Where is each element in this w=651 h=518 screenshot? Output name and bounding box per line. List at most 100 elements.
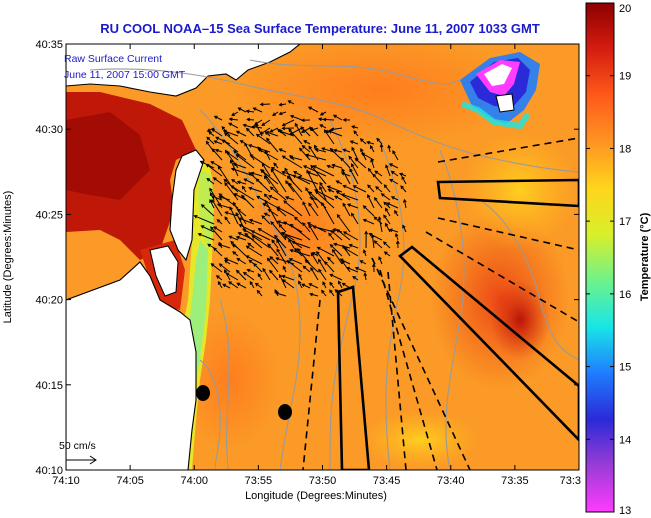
current-vector-head [278, 223, 283, 228]
current-vector-head [231, 178, 236, 183]
current-vector-head [225, 272, 230, 277]
current-vector [310, 267, 319, 281]
current-vector [384, 251, 391, 257]
current-vector-head [341, 193, 345, 197]
current-vector-head [292, 174, 297, 179]
current-vector [367, 194, 375, 209]
current-vector-head [343, 247, 348, 251]
y-tick-label: 40:30 [35, 124, 63, 136]
current-vector-head [383, 184, 388, 188]
current-vector-head [398, 172, 403, 177]
current-vector [225, 272, 239, 281]
current-vector-head [256, 195, 261, 200]
current-vector [340, 258, 351, 265]
current-vector-head [303, 140, 308, 144]
current-vector-head [315, 190, 319, 195]
current-vector-head [273, 162, 277, 167]
current-vector-head [207, 243, 212, 248]
current-vector [321, 290, 327, 297]
station-marker [278, 404, 292, 420]
current-vector-head [248, 218, 253, 223]
current-vector-head [218, 193, 223, 197]
current-vector-head [263, 212, 268, 217]
current-vector-head [221, 126, 226, 130]
current-vector [226, 151, 239, 161]
current-vector-head [362, 218, 367, 223]
current-vector [261, 215, 271, 225]
current-vector-head [376, 137, 380, 142]
y-axis-label: Latitude (Degrees:Minutes) [2, 191, 14, 324]
current-vector [306, 154, 327, 161]
current-vector [243, 272, 255, 281]
current-vector-head [209, 198, 213, 203]
current-vector-head [278, 130, 283, 134]
current-vector-head [318, 258, 322, 263]
current-vector [247, 118, 255, 121]
current-vector [236, 130, 247, 137]
current-vector-head [241, 185, 246, 190]
current-vector [383, 201, 391, 209]
current-vector-head [322, 281, 326, 286]
current-vector [244, 233, 263, 249]
current-vector [246, 128, 255, 137]
current-vector [383, 241, 391, 249]
current-vector-head [284, 167, 288, 172]
current-vector [262, 268, 271, 281]
current-vector [238, 107, 247, 113]
current-vector [302, 145, 311, 153]
current-vector-head [334, 195, 338, 199]
current-vector-head [275, 257, 280, 261]
current-vector-head [269, 129, 274, 133]
current-vector-head [217, 165, 222, 170]
current-vector [218, 243, 231, 249]
current-vector-head [332, 228, 337, 232]
current-vector-head [222, 129, 227, 134]
current-vector [267, 243, 279, 257]
x-axis-ticks: 74:10 74:05 74:00 73:55 73:50 73:45 73:40 73:35… [52, 44, 581, 487]
current-vector-head [349, 140, 354, 144]
current-vector [275, 292, 287, 297]
current-vector-head [401, 175, 405, 180]
current-vector [313, 226, 335, 233]
colorbar-tick-label: 18 [619, 143, 631, 155]
current-vector-head [395, 240, 400, 245]
current-vector [336, 214, 351, 233]
current-vector-head [318, 268, 322, 273]
cloud-artifact [460, 52, 540, 130]
current-vector [334, 195, 343, 201]
current-vector [338, 281, 343, 289]
current-vector [297, 248, 311, 265]
current-vector-head [251, 235, 256, 239]
current-vector [389, 163, 399, 169]
current-vector [236, 270, 247, 281]
current-vector [210, 226, 223, 241]
current-vector-head [287, 100, 292, 104]
current-vector-head [308, 145, 312, 150]
current-vector [206, 136, 215, 145]
current-vector-head [266, 137, 270, 142]
current-vector [242, 186, 247, 193]
current-vector-head [245, 109, 250, 114]
current-vector [292, 241, 311, 249]
current-vector-head [316, 246, 321, 251]
current-vector-head [215, 136, 220, 141]
current-vector-head [327, 256, 331, 261]
current-vector-head [245, 255, 250, 259]
current-vector-head [289, 155, 294, 160]
current-vector-head [249, 154, 254, 158]
current-vector [260, 127, 271, 135]
current-vector-head [276, 238, 280, 243]
current-vector [242, 228, 263, 241]
current-vector-head [302, 201, 306, 206]
current-vector [319, 182, 327, 193]
current-vector-head [230, 167, 235, 172]
current-vector-head [362, 249, 367, 254]
current-vector [224, 257, 239, 265]
colorbar-tick-label: 20 [619, 3, 631, 15]
current-vector [330, 230, 343, 241]
current-vector [279, 130, 295, 137]
current-vector [385, 208, 391, 217]
current-vector-head [216, 219, 221, 223]
current-vector [384, 184, 391, 193]
current-vector-head [283, 221, 287, 225]
